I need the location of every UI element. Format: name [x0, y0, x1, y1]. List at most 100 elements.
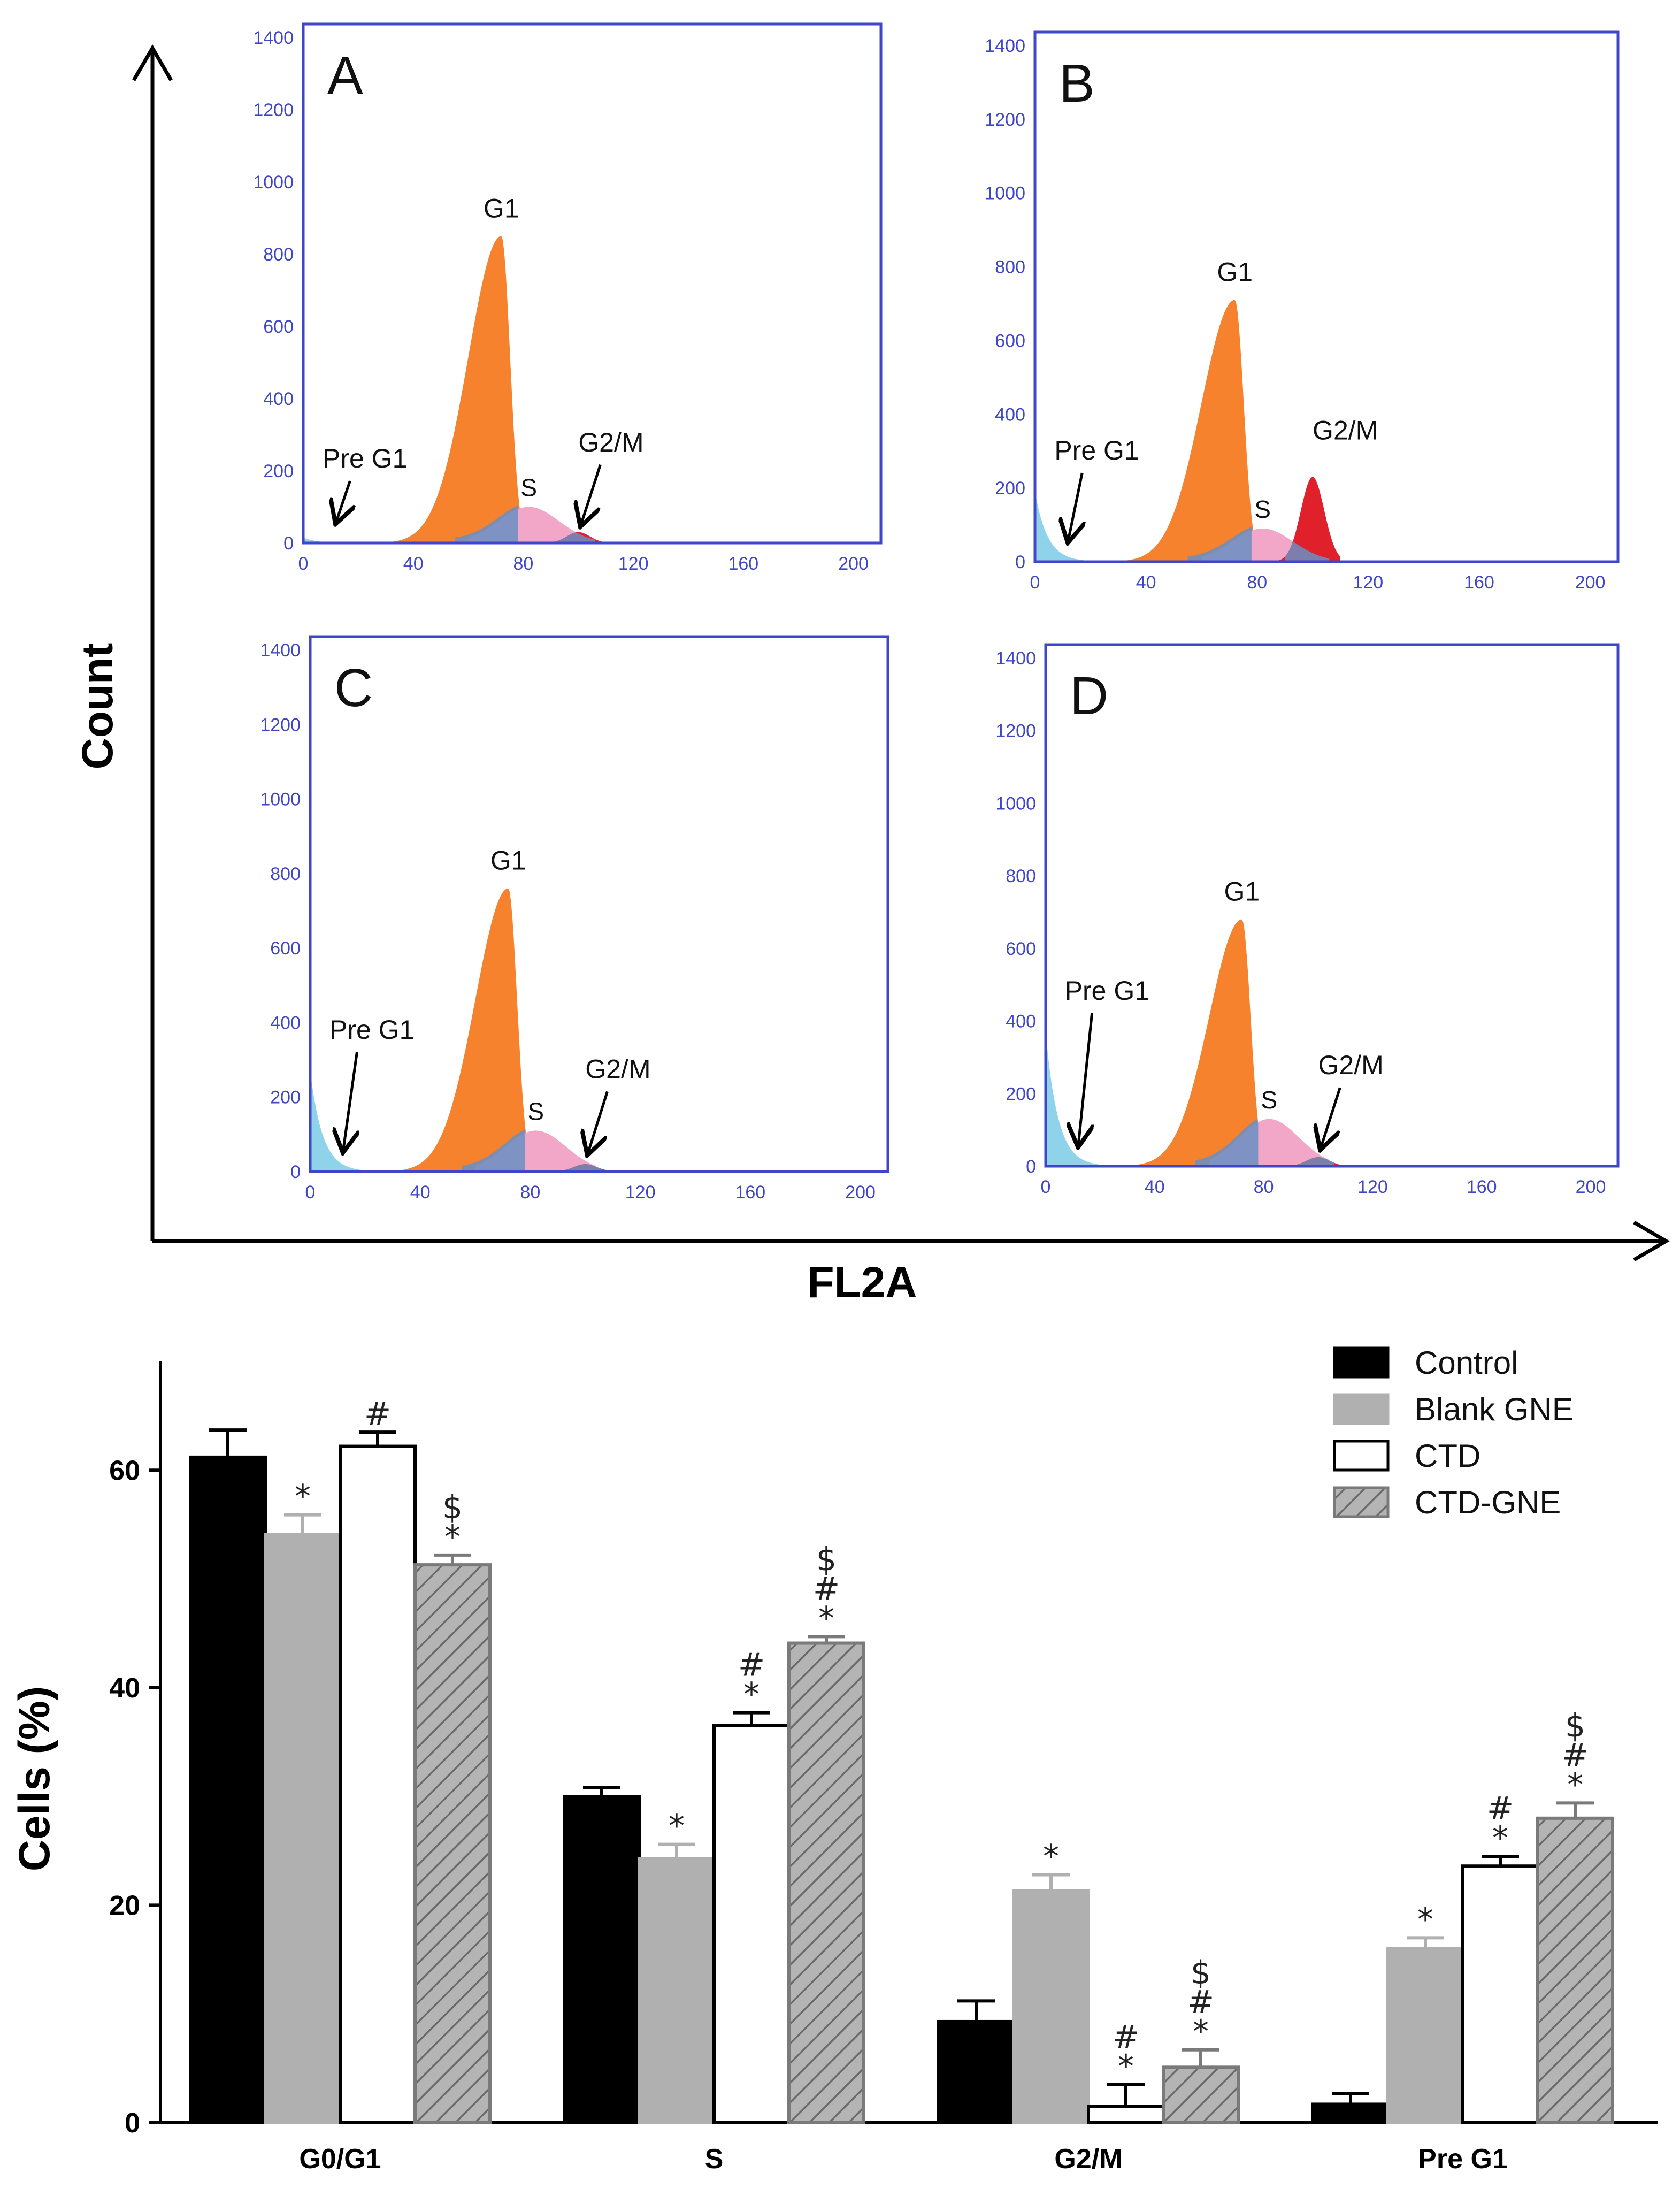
- pre-g1-arrow: [1078, 1013, 1092, 1145]
- s-label: S: [1261, 1086, 1277, 1114]
- x-tick-label: 80: [1254, 1177, 1274, 1197]
- significance-marker: *: [444, 1518, 461, 1556]
- panel-letter: A: [327, 45, 363, 105]
- flow-panel-d: 0 40 80 120 160 200 0 200 400 600 800 1000 1200 1400 D…: [995, 643, 1620, 1197]
- bar-ctd: [1087, 2105, 1165, 2124]
- y-tick-label: 1200: [253, 100, 294, 120]
- panel-border: [302, 22, 883, 545]
- bar-ctd: [712, 1724, 791, 2124]
- y-tick-label: 1000: [253, 172, 294, 193]
- y-tick-label: 1400: [985, 36, 1025, 56]
- significance-marker: #: [1113, 2018, 1139, 2056]
- x-tick-label: 120: [618, 554, 649, 574]
- bar-blank-gne: [1012, 1889, 1090, 2125]
- g2m-arrow: [581, 464, 602, 524]
- significance-marker: #: [1487, 1790, 1514, 1827]
- significance-marker: $: [816, 1541, 837, 1578]
- significance-marker: *: [1492, 1819, 1508, 1857]
- bar-y-tick-label: 0: [125, 2108, 140, 2139]
- significance-marker: $: [1565, 1707, 1585, 1744]
- flow-panel-a: 0 40 80 120 160 200 0 200 400 600 800 1000 1200 1400 A…: [253, 22, 883, 574]
- category-label: G2/M: [1054, 2144, 1122, 2175]
- g2m-label: G2/M: [1313, 415, 1378, 445]
- panel-letter: B: [1059, 53, 1095, 113]
- x-tick-label: 40: [1136, 572, 1156, 593]
- bar-y-axis-title: Cells (%): [10, 1686, 59, 1871]
- flow-panel-c: 0 40 80 120 160 200 0 200 400 600 800 1000 1200 1400 C…: [260, 635, 889, 1203]
- y-tick-label: 200: [270, 1088, 301, 1108]
- y-tick-label: 1000: [995, 793, 1036, 814]
- significance-marker: *: [1043, 1838, 1059, 1876]
- category-label: G0/G1: [299, 2144, 381, 2175]
- y-tick-label: 200: [995, 478, 1025, 499]
- legend-swatch: [1333, 1346, 1390, 1379]
- g1-label: G1: [1224, 877, 1260, 907]
- g1-distribution: [372, 236, 524, 543]
- y-tick-label: 0: [283, 533, 294, 554]
- x-tick-label: 120: [625, 1182, 656, 1203]
- x-tick-label: 120: [1353, 572, 1383, 593]
- g1-label: G1: [484, 193, 519, 223]
- x-tick-label: 80: [520, 1182, 541, 1203]
- bar-blank-gne: [1386, 1947, 1464, 2125]
- legend-swatch: [1333, 1440, 1390, 1472]
- x-tick-label: 0: [1030, 572, 1040, 593]
- x-tick-label: 160: [728, 554, 758, 574]
- y-tick-label: 1400: [253, 28, 294, 48]
- y-tick-label: 400: [263, 389, 294, 409]
- significance-marker: *: [1567, 1766, 1583, 1803]
- pre-g1-arrow: [343, 1052, 357, 1150]
- legend: Control Blank GNE CTD CTD-GNE: [1333, 1345, 1574, 1520]
- y-tick-label: 0: [1026, 1157, 1036, 1177]
- x-tick-label: 40: [403, 554, 424, 574]
- significance-marker: *: [1193, 2013, 1209, 2050]
- x-tick-label: 0: [298, 554, 309, 574]
- panel-letter: D: [1070, 666, 1108, 726]
- y-tick-label: 400: [1006, 1012, 1036, 1032]
- significance-marker: *: [743, 1676, 760, 1713]
- flow-x-axis-title: FL2A: [808, 1258, 917, 1307]
- x-tick-label: 80: [1247, 572, 1267, 593]
- x-tick-label: 200: [1576, 1177, 1606, 1197]
- pre-g1-distribution: [1046, 1031, 1114, 1166]
- legend-swatch: [1333, 1393, 1390, 1425]
- y-tick-label: 400: [270, 1013, 301, 1033]
- bar-control: [1311, 2102, 1390, 2124]
- pre-g1-arrow: [336, 480, 350, 522]
- pre-g1-arrow: [1068, 472, 1082, 540]
- x-tick-label: 200: [845, 1182, 876, 1203]
- g1-label: G1: [490, 846, 526, 876]
- legend-label: Blank GNE: [1415, 1391, 1574, 1427]
- bar-ctd: [1461, 1864, 1539, 2124]
- x-tick-label: 200: [1575, 572, 1606, 593]
- s-label: S: [527, 1097, 544, 1125]
- panel-letter: C: [334, 658, 373, 718]
- x-tick-label: 160: [1464, 572, 1494, 593]
- g1-label: G1: [1217, 257, 1253, 287]
- bar-y-tick-label: 60: [109, 1455, 140, 1486]
- g2m-label: G2/M: [585, 1054, 650, 1084]
- legend-swatch: [1333, 1486, 1390, 1518]
- x-tick-label: 120: [1357, 1177, 1388, 1197]
- panel-border: [309, 635, 889, 1173]
- pre-g1-label: Pre G1: [1054, 435, 1139, 465]
- s-label: S: [520, 474, 537, 502]
- pre-g1-distribution: [1035, 492, 1104, 562]
- g1-distribution: [1114, 919, 1264, 1166]
- g1-distribution: [379, 888, 531, 1172]
- s-g1-overlap: [461, 1129, 525, 1172]
- significance-marker: #: [813, 1570, 840, 1608]
- significance-marker: *: [1118, 2048, 1134, 2085]
- y-tick-label: 1000: [260, 790, 301, 810]
- legend-label: Control: [1415, 1345, 1518, 1381]
- y-tick-label: 400: [995, 404, 1025, 425]
- y-tick-label: 1400: [260, 640, 301, 661]
- y-tick-label: 600: [263, 317, 294, 337]
- g2m-label: G2/M: [1318, 1050, 1384, 1080]
- y-tick-label: 600: [995, 331, 1025, 351]
- y-tick-label: 1200: [995, 721, 1036, 741]
- significance-marker: #: [1187, 1984, 1214, 2021]
- category-label: Pre G1: [1418, 2144, 1508, 2175]
- s-label: S: [1254, 495, 1271, 523]
